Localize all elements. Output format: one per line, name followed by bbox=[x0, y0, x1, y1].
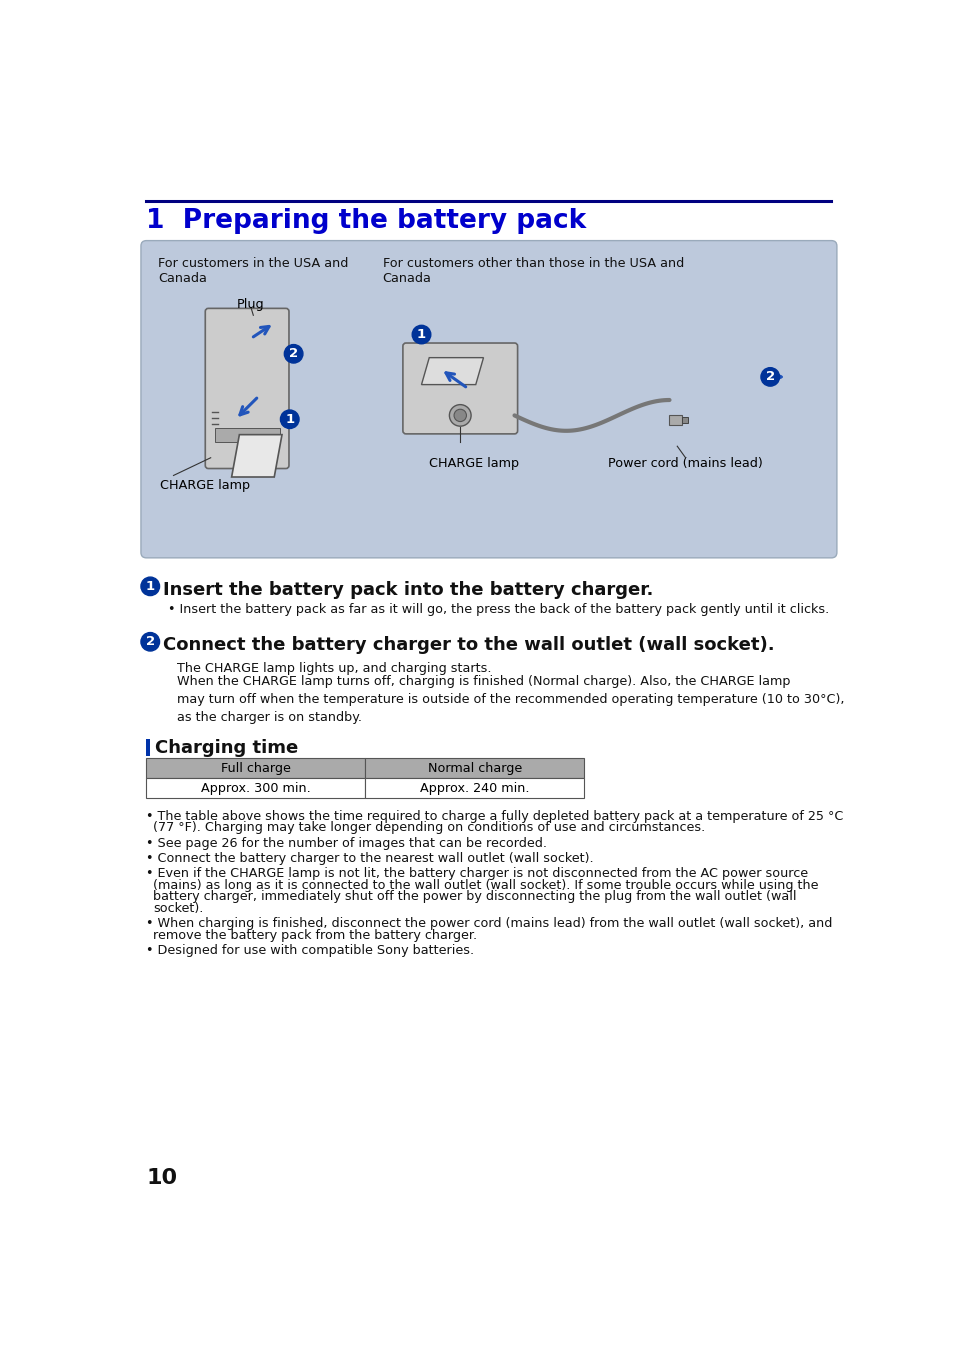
Text: • The table above shows the time required to charge a fully depleted battery pac: • The table above shows the time require… bbox=[146, 810, 842, 822]
Text: (mains) as long as it is connected to the wall outlet (wall socket). If some tro: (mains) as long as it is connected to th… bbox=[153, 879, 818, 892]
Circle shape bbox=[284, 345, 303, 364]
Circle shape bbox=[280, 410, 298, 429]
Bar bbox=[669, 415, 681, 425]
Text: • Connect the battery charger to the nearest wall outlet (wall socket).: • Connect the battery charger to the nea… bbox=[146, 852, 594, 864]
FancyBboxPatch shape bbox=[205, 308, 289, 468]
FancyBboxPatch shape bbox=[141, 240, 836, 558]
Text: 1: 1 bbox=[416, 328, 426, 341]
Text: 1  Preparing the battery pack: 1 Preparing the battery pack bbox=[146, 208, 586, 233]
Text: Approx. 240 min.: Approx. 240 min. bbox=[419, 782, 529, 795]
Text: 2: 2 bbox=[289, 347, 298, 361]
Text: Plug: Plug bbox=[237, 297, 265, 311]
Text: Full charge: Full charge bbox=[221, 761, 291, 775]
Text: CHARGE lamp: CHARGE lamp bbox=[429, 457, 518, 470]
Polygon shape bbox=[232, 434, 282, 478]
Text: 1: 1 bbox=[285, 413, 294, 426]
Text: The CHARGE lamp lights up, and charging starts.: The CHARGE lamp lights up, and charging … bbox=[177, 662, 492, 674]
Text: • Designed for use with compatible Sony batteries.: • Designed for use with compatible Sony … bbox=[146, 944, 474, 958]
Text: remove the battery pack from the battery charger.: remove the battery pack from the battery… bbox=[153, 930, 476, 942]
FancyBboxPatch shape bbox=[402, 343, 517, 434]
Circle shape bbox=[141, 632, 159, 651]
Circle shape bbox=[454, 410, 466, 422]
Bar bbox=[214, 429, 279, 442]
Text: Insert the battery pack into the battery charger.: Insert the battery pack into the battery… bbox=[163, 581, 653, 598]
Text: • See page 26 for the number of images that can be recorded.: • See page 26 for the number of images t… bbox=[146, 836, 547, 849]
Text: 2: 2 bbox=[146, 635, 154, 649]
Text: 10: 10 bbox=[146, 1167, 177, 1187]
Polygon shape bbox=[421, 358, 483, 384]
Text: Normal charge: Normal charge bbox=[427, 761, 521, 775]
Text: For customers in the USA and
Canada: For customers in the USA and Canada bbox=[158, 256, 348, 285]
Text: CHARGE lamp: CHARGE lamp bbox=[159, 479, 250, 493]
Text: Connect the battery charger to the wall outlet (wall socket).: Connect the battery charger to the wall … bbox=[163, 636, 774, 654]
Bar bbox=[146, 759, 365, 778]
Text: • Insert the battery pack as far as it will go, the press the back of the batter: • Insert the battery pack as far as it w… bbox=[168, 604, 828, 616]
Text: battery charger, immediately shut off the power by disconnecting the plug from t: battery charger, immediately shut off th… bbox=[153, 890, 796, 904]
Bar bbox=[146, 738, 150, 756]
Text: • When charging is finished, disconnect the power cord (mains lead) from the wal: • When charging is finished, disconnect … bbox=[146, 917, 832, 931]
Text: Approx. 300 min.: Approx. 300 min. bbox=[201, 782, 311, 795]
Bar bbox=[146, 778, 365, 798]
Text: Charging time: Charging time bbox=[154, 738, 298, 757]
Circle shape bbox=[141, 577, 159, 596]
Bar bbox=[365, 778, 583, 798]
Text: 1: 1 bbox=[146, 579, 154, 593]
Text: socket).: socket). bbox=[153, 902, 204, 915]
Text: For customers other than those in the USA and
Canada: For customers other than those in the US… bbox=[382, 256, 683, 285]
Text: Power cord (mains lead): Power cord (mains lead) bbox=[607, 457, 761, 470]
Bar bbox=[365, 759, 583, 778]
Text: When the CHARGE lamp turns off, charging is finished (Normal charge). Also, the : When the CHARGE lamp turns off, charging… bbox=[177, 674, 844, 723]
Circle shape bbox=[760, 368, 779, 387]
Bar bbox=[681, 417, 687, 423]
Text: 2: 2 bbox=[765, 370, 774, 384]
Text: (77 °F). Charging may take longer depending on conditions of use and circumstanc: (77 °F). Charging may take longer depend… bbox=[153, 821, 705, 835]
Text: • Even if the CHARGE lamp is not lit, the battery charger is not disconnected fr: • Even if the CHARGE lamp is not lit, th… bbox=[146, 867, 807, 881]
Circle shape bbox=[449, 404, 471, 426]
Circle shape bbox=[412, 326, 431, 343]
